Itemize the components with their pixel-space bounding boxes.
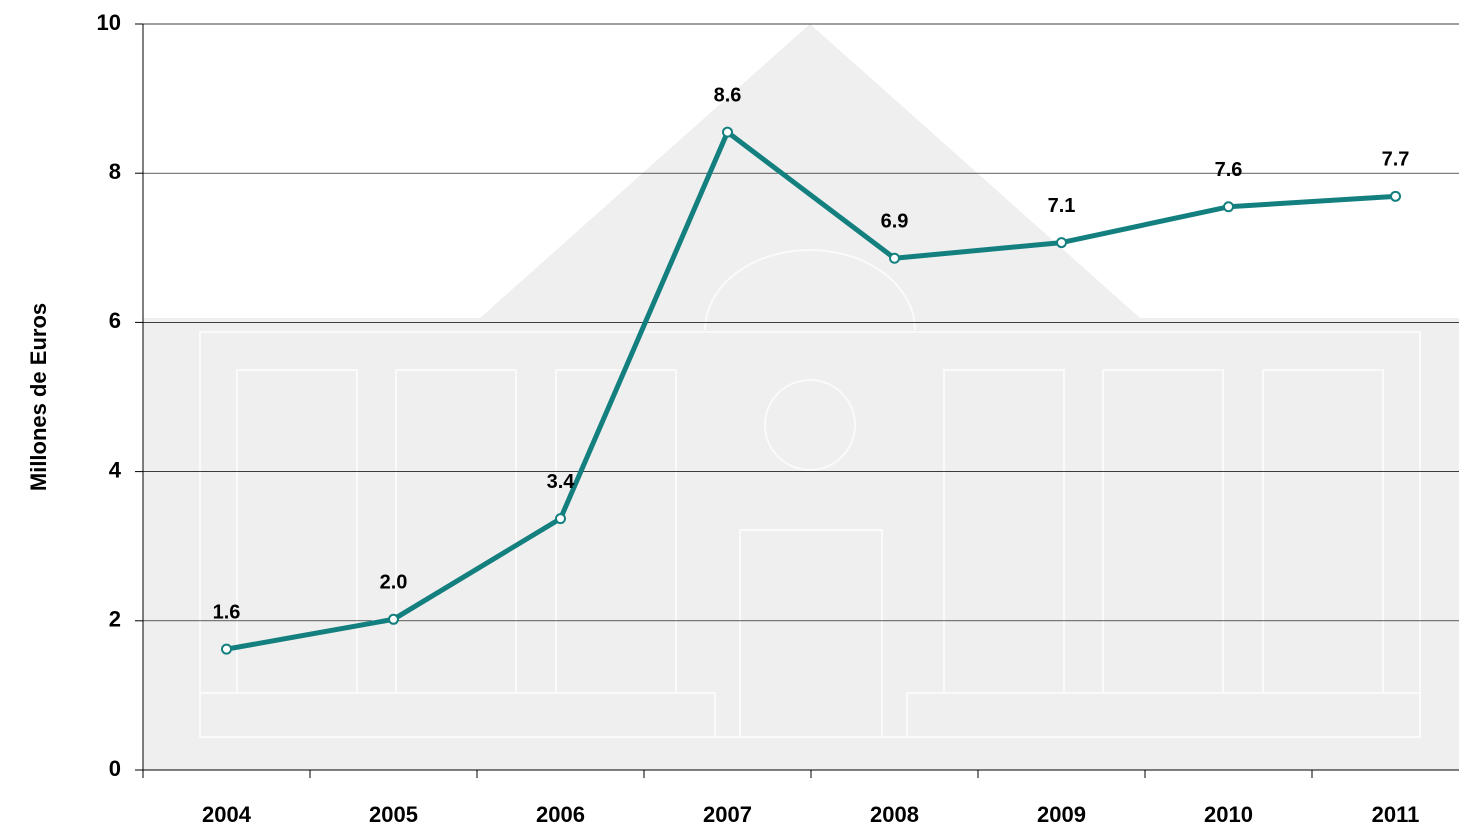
marker [388, 613, 399, 625]
value-label: 3.4 [547, 471, 576, 493]
marker [221, 643, 232, 655]
y-tick-label: 2 [109, 607, 121, 632]
y-axis-label: Millones de Euros [26, 303, 51, 491]
marker [1390, 190, 1401, 202]
background-building [143, 24, 1459, 770]
y-tick-label: 10 [97, 10, 121, 35]
x-tick-label: 2009 [1037, 802, 1086, 827]
y-tick-label: 8 [109, 159, 121, 184]
value-label: 2.0 [380, 572, 408, 594]
value-label: 7.1 [1048, 195, 1076, 217]
line [226, 129, 1396, 652]
x-tick-label: 2004 [202, 802, 252, 827]
x-tick-label: 2007 [703, 802, 752, 827]
value-label: 7.7 [1382, 149, 1410, 171]
marker [555, 513, 566, 525]
y-tick-label: 0 [109, 756, 121, 781]
value-label: 8.6 [714, 84, 742, 106]
marker [889, 252, 900, 264]
y-tick-label: 6 [109, 308, 121, 333]
value-label: 1.6 [213, 601, 241, 623]
value-label: 6.9 [881, 211, 909, 233]
x-tick-label: 2011 [1372, 802, 1420, 827]
x-tick-label: 2008 [870, 802, 919, 827]
y-tick-label: 4 [109, 457, 122, 482]
x-tick-label: 2005 [369, 802, 418, 827]
value-label: 7.6 [1215, 159, 1243, 181]
x-tick-label: 2006 [536, 802, 585, 827]
x-tick-label: 2010 [1204, 802, 1253, 827]
marker [1223, 201, 1234, 213]
marker [1056, 237, 1067, 249]
marker [722, 126, 733, 138]
